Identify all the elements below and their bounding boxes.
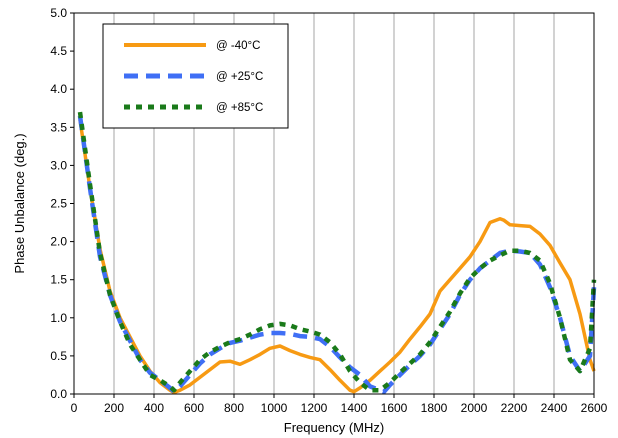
x-tick-label: 1000 — [261, 401, 288, 415]
legend-label-2: @ +25°C — [216, 71, 263, 83]
x-tick-label: 2000 — [461, 401, 488, 415]
series-layer — [77, 111, 597, 395]
y-tick-label: 1.5 — [50, 273, 67, 287]
x-tick-label: 1600 — [381, 401, 408, 415]
x-tick-label: 0 — [71, 401, 78, 415]
x-tick-label: 1800 — [421, 401, 448, 415]
y-tick-label: 2.5 — [50, 197, 67, 211]
x-tick-label: 2400 — [541, 401, 568, 415]
y-tick-label: 2.0 — [50, 235, 67, 249]
axes: 0 200 400 600 800 1000 1200 1400 1600 1800 2000 220… — [50, 6, 607, 415]
x-axis-label: Frequency (MHz) — [284, 420, 384, 435]
y-tick-label: 0.0 — [50, 387, 67, 401]
y-tick-label: 0.5 — [50, 349, 67, 363]
x-tick-label: 2600 — [581, 401, 608, 415]
y-tick-label: 1.0 — [50, 311, 67, 325]
legend: @ -40°C @ +25°C @ +85°C — [102, 23, 289, 129]
x-tick-label: 800 — [224, 401, 244, 415]
y-tick-label: 4.5 — [50, 44, 67, 58]
x-tick-label: 600 — [184, 401, 204, 415]
x-tick-label: 400 — [144, 401, 164, 415]
y-axis-label: Phase Unbalance (deg.) — [12, 133, 27, 273]
y-tick-label: 3.0 — [50, 158, 67, 172]
legend-label-3: @ +85°C — [216, 102, 263, 114]
x-tick-label: 2200 — [501, 401, 528, 415]
y-tick-label: 5.0 — [50, 6, 67, 20]
series-line-3 — [77, 111, 597, 393]
legend-label-1: @ -40°C — [216, 40, 260, 52]
x-tick-label: 1200 — [301, 401, 328, 415]
x-tick-label: 1400 — [341, 401, 368, 415]
y-tick-label: 4.0 — [50, 82, 67, 96]
x-tick-label: 200 — [104, 401, 124, 415]
y-tick-label: 3.5 — [50, 120, 67, 134]
